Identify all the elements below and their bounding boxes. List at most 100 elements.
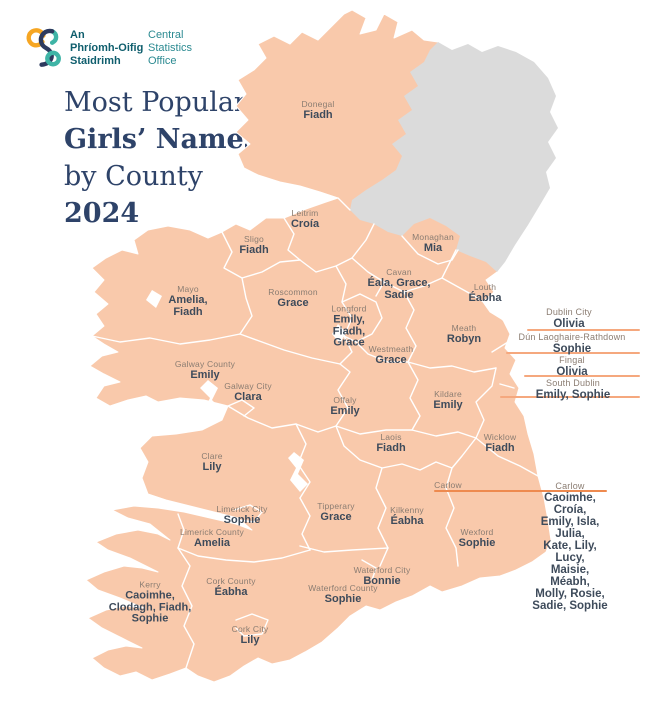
callout-carlow-area: Carlow — [555, 481, 585, 491]
logo-english-name: Central Statistics Office — [148, 29, 193, 67]
callout-line-fingal — [524, 375, 640, 377]
county-name: Wicklow — [483, 431, 517, 442]
county-name: Monaghan — [412, 231, 454, 242]
popular-names: Robyn — [446, 332, 482, 345]
county-label-meath: Meath Robyn — [447, 323, 481, 346]
callout-line-south-dublin — [500, 396, 640, 398]
county-label-waterford-county: Waterford County Sophie — [308, 583, 378, 606]
popular-names: Amelia, Fiadh — [168, 294, 208, 318]
title-line-3: by County — [64, 161, 203, 192]
county-name: Cork City — [231, 623, 269, 634]
title-line-2: Girls’ Names — [64, 124, 259, 155]
popular-names: Emily, Fiadh, Grace — [332, 313, 366, 349]
county-name: Wexford — [460, 526, 494, 537]
callout-line-d-n-laoghaire-rathdown — [506, 352, 640, 354]
county-name: Offaly — [333, 394, 357, 405]
popular-names: Mia — [423, 241, 443, 254]
callout-area: Dún Laoghaire-Rathdown — [518, 332, 626, 342]
cso-logo-icon — [26, 28, 61, 67]
callout-d-n-laoghaire-rathdown: Dún Laoghaire-Rathdown Sophie — [519, 332, 626, 355]
county-name: Limerick County — [180, 526, 244, 537]
title-line-1: Most Popular — [64, 87, 247, 118]
county-label-mayo: Mayo Amelia, Fiadh — [168, 284, 207, 318]
county-label-louth: Louth Éabha — [468, 282, 501, 305]
popular-names: Clara — [234, 390, 262, 403]
title-line-4: 2024 — [64, 198, 140, 229]
county-label-carlow: Carlow — [434, 480, 462, 490]
county-name: Galway County — [174, 358, 236, 369]
county-name: Limerick City — [216, 503, 268, 514]
county-label-galway-county: Galway County Emily — [175, 359, 235, 382]
popular-names: Éala, Grace, Sadie — [367, 277, 431, 301]
popular-names: Emily — [433, 398, 463, 411]
logo-irish-name: An Phríomh-Oifig Staidrimh — [70, 29, 144, 67]
county-name: Westmeath — [368, 343, 414, 354]
county-name: Tipperary — [317, 500, 355, 511]
popular-names: Grace — [277, 296, 309, 309]
popular-names: Fiadh — [239, 243, 269, 256]
county-label-leitrim: Leitrim Croía — [291, 208, 319, 231]
county-name: Carlow — [434, 480, 462, 490]
county-label-waterford-city: Waterford City Bonnie — [354, 565, 411, 588]
popular-names: Grace — [375, 353, 407, 366]
county-name: Cavan — [386, 267, 412, 277]
callout-carlow-names: Caoimhe, Croía, Emily, Isla, Julia, Kate… — [532, 492, 608, 612]
county-label-galway-city: Galway City Clara — [224, 381, 272, 404]
county-label-laois: Laois Fiadh — [376, 432, 405, 455]
popular-names: Éabha — [468, 291, 502, 304]
county-name: Sligo — [244, 233, 264, 244]
callout-carlow: Carlow Caoimhe, Croía, Emily, Isla, Juli… — [530, 481, 610, 612]
callout-area: South Dublin — [546, 378, 600, 388]
popular-names: Emily — [190, 368, 220, 381]
county-label-wicklow: Wicklow Fiadh — [484, 432, 517, 455]
county-name: Kildare — [434, 388, 462, 399]
county-name: Meath — [451, 322, 477, 333]
callout-line-dublin-city — [527, 329, 640, 331]
popular-names: Olivia — [556, 366, 588, 378]
popular-names: Emily, Sophie — [535, 389, 611, 401]
county-name: Longford — [331, 303, 367, 314]
popular-names: Fiadh — [376, 441, 406, 454]
county-label-clare: Clare Lily — [201, 451, 222, 474]
popular-names: Fiadh — [303, 108, 333, 121]
county-label-wexford: Wexford Sophie — [459, 527, 496, 550]
county-name: Mayo — [177, 284, 199, 294]
county-name: Roscommon — [268, 286, 318, 297]
county-name: Kerry — [139, 579, 161, 590]
county-name: Waterford County — [308, 582, 378, 593]
county-name: Louth — [473, 281, 497, 292]
county-label-cavan: Cavan Éala, Grace, Sadie — [368, 267, 431, 301]
county-label-kilkenny: Kilkenny Éabha — [390, 505, 424, 528]
county-label-roscommon: Roscommon Grace — [268, 287, 318, 310]
callout-line-carlow — [434, 490, 607, 492]
county-name: Kilkenny — [390, 504, 424, 515]
popular-names: Fiadh — [485, 441, 515, 454]
county-name: Donegal — [301, 98, 335, 109]
lakes — [146, 290, 346, 492]
popular-names: Croía — [290, 217, 320, 230]
county-label-monaghan: Monaghan Mia — [412, 232, 454, 255]
popular-names: Éabha — [390, 514, 424, 527]
county-label-donegal: Donegal Fiadh — [301, 99, 334, 122]
county-label-cork-city: Cork City Lily — [232, 624, 269, 647]
county-label-kerry: Kerry Caoimhe, Clodagh, Fiadh, Sophie — [109, 579, 192, 625]
popular-names: Sophie — [458, 536, 496, 549]
county-name: Clare — [201, 450, 223, 461]
page-title: Most Popular Girls’ Names by County 2024 — [64, 84, 259, 232]
callout-fingal: Fingal Olivia — [556, 355, 587, 378]
popular-names: Lily — [240, 633, 260, 646]
popular-names: Caoimhe, Clodagh, Fiadh, Sophie — [108, 589, 192, 625]
callout-dublin-city: Dublin City Olivia — [546, 307, 592, 330]
popular-names: Sophie — [324, 592, 362, 605]
popular-names: Sophie — [223, 513, 261, 526]
northern-ireland-region — [350, 42, 558, 272]
callout-area: Dublin City — [546, 307, 592, 317]
county-name: Galway City — [224, 380, 272, 391]
county-label-limerick-city: Limerick City Sophie — [216, 504, 267, 527]
county-label-westmeath: Westmeath Grace — [369, 344, 414, 367]
popular-names: Éabha — [214, 585, 248, 598]
callout-area: Fingal — [559, 355, 585, 365]
county-name: Waterford City — [353, 564, 411, 575]
